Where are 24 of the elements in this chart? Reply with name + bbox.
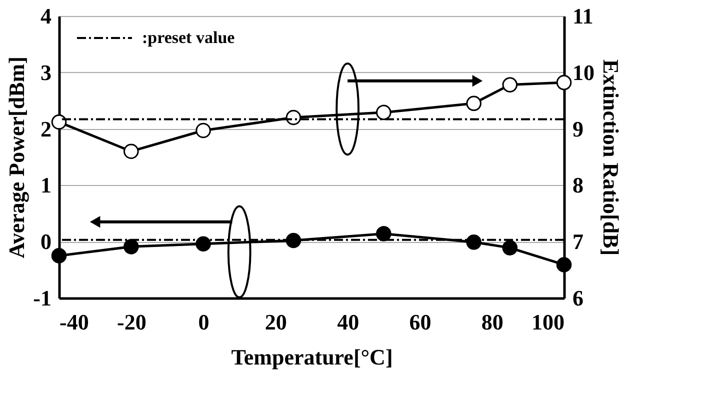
y2-tick-label: 11	[572, 4, 594, 28]
x-axis-title: Temperature[°C]	[231, 344, 393, 370]
x-tick-label: -20	[116, 310, 146, 334]
x-tick-label: 40	[337, 310, 360, 334]
y-tick-label: 4	[40, 4, 52, 28]
y-tick-label: -1	[33, 286, 52, 310]
y2-tick-label: 9	[572, 116, 584, 142]
x-tick-label: 0	[198, 310, 210, 334]
x-tick-label: 20	[264, 310, 287, 334]
y-axis-title: Average Power[dBm]	[4, 56, 30, 258]
y2-tick-label: 7	[572, 229, 584, 254]
y-tick-label: 2	[40, 116, 52, 142]
y-tick-label: 0	[40, 229, 52, 254]
y2-tick-label: 8	[572, 172, 584, 198]
y-tick-label: 1	[40, 172, 52, 198]
legend-label: :preset value	[142, 28, 236, 47]
y2-axis-title: Extinction Ratio[dB]	[598, 59, 624, 256]
x-tick-label: 100	[532, 310, 564, 334]
y2-tick-label: 10	[572, 60, 594, 85]
x-tick-label: 80	[481, 310, 504, 334]
x-tick-label: 60	[409, 310, 432, 334]
y2-tick-label: 6	[572, 286, 584, 310]
y-tick-label: 3	[40, 60, 52, 85]
x-tick-label: -40	[60, 310, 89, 334]
